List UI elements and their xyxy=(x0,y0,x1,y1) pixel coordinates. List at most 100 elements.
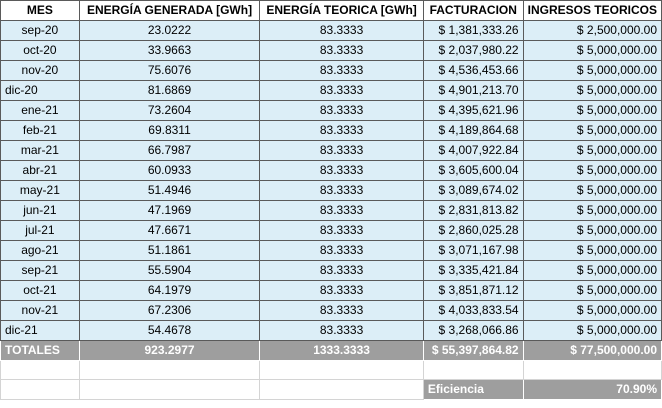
totals-energia-generada[interactable]: 923.2977 xyxy=(78,340,261,361)
cell-mes[interactable]: dic-20 xyxy=(0,80,80,101)
cell-energia-teorica[interactable]: 83.3333 xyxy=(259,20,424,41)
cell-ingresos-teoricos[interactable]: $ 5,000,000.00 xyxy=(522,200,662,221)
cell-energia-generada[interactable]: 55.5904 xyxy=(78,260,261,281)
header-energia-generada[interactable]: ENERGÍA GENERADA [GWh] xyxy=(78,0,261,21)
cell-energia-teorica[interactable]: 83.3333 xyxy=(259,240,424,261)
header-energia-teorica[interactable]: ENERGÍA TEORICA [GWh] xyxy=(259,0,424,21)
cell-energia-teorica[interactable]: 83.3333 xyxy=(259,200,424,221)
cell-mes[interactable]: jun-21 xyxy=(0,200,80,221)
cell-energia-teorica[interactable]: 83.3333 xyxy=(259,320,424,341)
cell-mes[interactable]: sep-21 xyxy=(0,260,80,281)
empty-cell[interactable] xyxy=(259,360,424,380)
cell-energia-generada[interactable]: 81.6869 xyxy=(78,80,261,101)
totals-energia-teorica[interactable]: 1333.3333 xyxy=(259,340,424,361)
cell-mes[interactable]: oct-20 xyxy=(0,40,80,61)
cell-facturacion[interactable]: $ 4,536,453.66 xyxy=(422,60,524,81)
cell-energia-generada[interactable]: 51.4946 xyxy=(78,180,261,201)
cell-ingresos-teoricos[interactable]: $ 5,000,000.00 xyxy=(522,320,662,341)
totals-label[interactable]: TOTALES xyxy=(0,340,80,361)
cell-energia-teorica[interactable]: 83.3333 xyxy=(259,160,424,181)
header-mes[interactable]: MES xyxy=(0,0,80,21)
cell-ingresos-teoricos[interactable]: $ 5,000,000.00 xyxy=(522,220,662,241)
cell-energia-teorica[interactable]: 83.3333 xyxy=(259,60,424,81)
cell-energia-teorica[interactable]: 83.3333 xyxy=(259,120,424,141)
cell-ingresos-teoricos[interactable]: $ 5,000,000.00 xyxy=(522,120,662,141)
cell-ingresos-teoricos[interactable]: $ 5,000,000.00 xyxy=(522,60,662,81)
cell-facturacion[interactable]: $ 3,335,421.84 xyxy=(422,260,524,281)
cell-energia-generada[interactable]: 54.4678 xyxy=(78,320,261,341)
cell-ingresos-teoricos[interactable]: $ 5,000,000.00 xyxy=(522,260,662,281)
cell-energia-generada[interactable]: 23.0222 xyxy=(78,20,261,41)
header-ingresos-teoricos[interactable]: INGRESOS TEORICOS xyxy=(522,0,662,21)
cell-energia-generada[interactable]: 64.1979 xyxy=(78,280,261,301)
cell-energia-teorica[interactable]: 83.3333 xyxy=(259,220,424,241)
cell-energia-generada[interactable]: 73.2604 xyxy=(78,100,261,121)
cell-energia-generada[interactable]: 67.2306 xyxy=(78,300,261,321)
empty-cell[interactable] xyxy=(0,360,80,380)
cell-facturacion[interactable]: $ 2,831,813.82 xyxy=(422,200,524,221)
cell-energia-teorica[interactable]: 83.3333 xyxy=(259,280,424,301)
cell-energia-generada[interactable]: 51.1861 xyxy=(78,240,261,261)
cell-mes[interactable]: jul-21 xyxy=(0,220,80,241)
cell-facturacion[interactable]: $ 3,071,167.98 xyxy=(422,240,524,261)
cell-energia-generada[interactable]: 47.6671 xyxy=(78,220,261,241)
cell-energia-teorica[interactable]: 83.3333 xyxy=(259,40,424,61)
cell-ingresos-teoricos[interactable]: $ 5,000,000.00 xyxy=(522,140,662,161)
cell-ingresos-teoricos[interactable]: $ 5,000,000.00 xyxy=(522,100,662,121)
cell-facturacion[interactable]: $ 3,089,674.02 xyxy=(422,180,524,201)
cell-mes[interactable]: mar-21 xyxy=(0,140,80,161)
cell-ingresos-teoricos[interactable]: $ 5,000,000.00 xyxy=(522,240,662,261)
cell-facturacion[interactable]: $ 3,605,600.04 xyxy=(422,160,524,181)
cell-mes[interactable]: nov-21 xyxy=(0,300,80,321)
cell-mes[interactable]: sep-20 xyxy=(0,20,80,41)
empty-cell[interactable] xyxy=(422,360,524,380)
cell-energia-generada[interactable]: 47.1969 xyxy=(78,200,261,221)
cell-energia-generada[interactable]: 75.6076 xyxy=(78,60,261,81)
cell-mes[interactable]: feb-21 xyxy=(0,120,80,141)
cell-energia-teorica[interactable]: 83.3333 xyxy=(259,80,424,101)
cell-energia-teorica[interactable]: 83.3333 xyxy=(259,100,424,121)
cell-mes[interactable]: oct-21 xyxy=(0,280,80,301)
cell-mes[interactable]: abr-21 xyxy=(0,160,80,181)
eficiencia-value[interactable]: 70.90% xyxy=(522,379,662,400)
cell-mes[interactable]: nov-20 xyxy=(0,60,80,81)
totals-ingresos-teoricos[interactable]: $ 77,500,000.00 xyxy=(522,340,662,361)
cell-facturacion[interactable]: $ 2,037,980.22 xyxy=(422,40,524,61)
cell-energia-teorica[interactable]: 83.3333 xyxy=(259,180,424,201)
cell-ingresos-teoricos[interactable]: $ 5,000,000.00 xyxy=(522,80,662,101)
cell-ingresos-teoricos[interactable]: $ 5,000,000.00 xyxy=(522,40,662,61)
cell-ingresos-teoricos[interactable]: $ 5,000,000.00 xyxy=(522,180,662,201)
cell-facturacion[interactable]: $ 2,860,025.28 xyxy=(422,220,524,241)
cell-facturacion[interactable]: $ 4,901,213.70 xyxy=(422,80,524,101)
empty-cell[interactable] xyxy=(78,360,261,380)
cell-ingresos-teoricos[interactable]: $ 2,500,000.00 xyxy=(522,20,662,41)
cell-mes[interactable]: ago-21 xyxy=(0,240,80,261)
cell-facturacion[interactable]: $ 1,381,333.26 xyxy=(422,20,524,41)
empty-cell[interactable] xyxy=(78,379,261,400)
cell-ingresos-teoricos[interactable]: $ 5,000,000.00 xyxy=(522,300,662,321)
cell-facturacion[interactable]: $ 4,007,922.84 xyxy=(422,140,524,161)
cell-ingresos-teoricos[interactable]: $ 5,000,000.00 xyxy=(522,160,662,181)
totals-facturacion[interactable]: $ 55,397,864.82 xyxy=(422,340,524,361)
cell-facturacion[interactable]: $ 4,189,864.68 xyxy=(422,120,524,141)
cell-energia-teorica[interactable]: 83.3333 xyxy=(259,140,424,161)
cell-facturacion[interactable]: $ 3,268,066.86 xyxy=(422,320,524,341)
cell-energia-teorica[interactable]: 83.3333 xyxy=(259,300,424,321)
cell-energia-generada[interactable]: 60.0933 xyxy=(78,160,261,181)
cell-facturacion[interactable]: $ 4,033,833.54 xyxy=(422,300,524,321)
cell-energia-generada[interactable]: 66.7987 xyxy=(78,140,261,161)
cell-mes[interactable]: dic-21 xyxy=(0,320,80,341)
cell-facturacion[interactable]: $ 4,395,621.96 xyxy=(422,100,524,121)
cell-energia-generada[interactable]: 33.9663 xyxy=(78,40,261,61)
empty-cell[interactable] xyxy=(0,379,80,400)
eficiencia-label[interactable]: Eficiencia xyxy=(422,379,524,400)
cell-ingresos-teoricos[interactable]: $ 5,000,000.00 xyxy=(522,280,662,301)
cell-facturacion[interactable]: $ 3,851,871.12 xyxy=(422,280,524,301)
cell-mes[interactable]: ene-21 xyxy=(0,100,80,121)
empty-cell[interactable] xyxy=(522,360,662,380)
cell-energia-teorica[interactable]: 83.3333 xyxy=(259,260,424,281)
cell-mes[interactable]: may-21 xyxy=(0,180,80,201)
header-facturacion[interactable]: FACTURACION xyxy=(422,0,524,21)
cell-energia-generada[interactable]: 69.8311 xyxy=(78,120,261,141)
empty-cell[interactable] xyxy=(259,379,424,400)
